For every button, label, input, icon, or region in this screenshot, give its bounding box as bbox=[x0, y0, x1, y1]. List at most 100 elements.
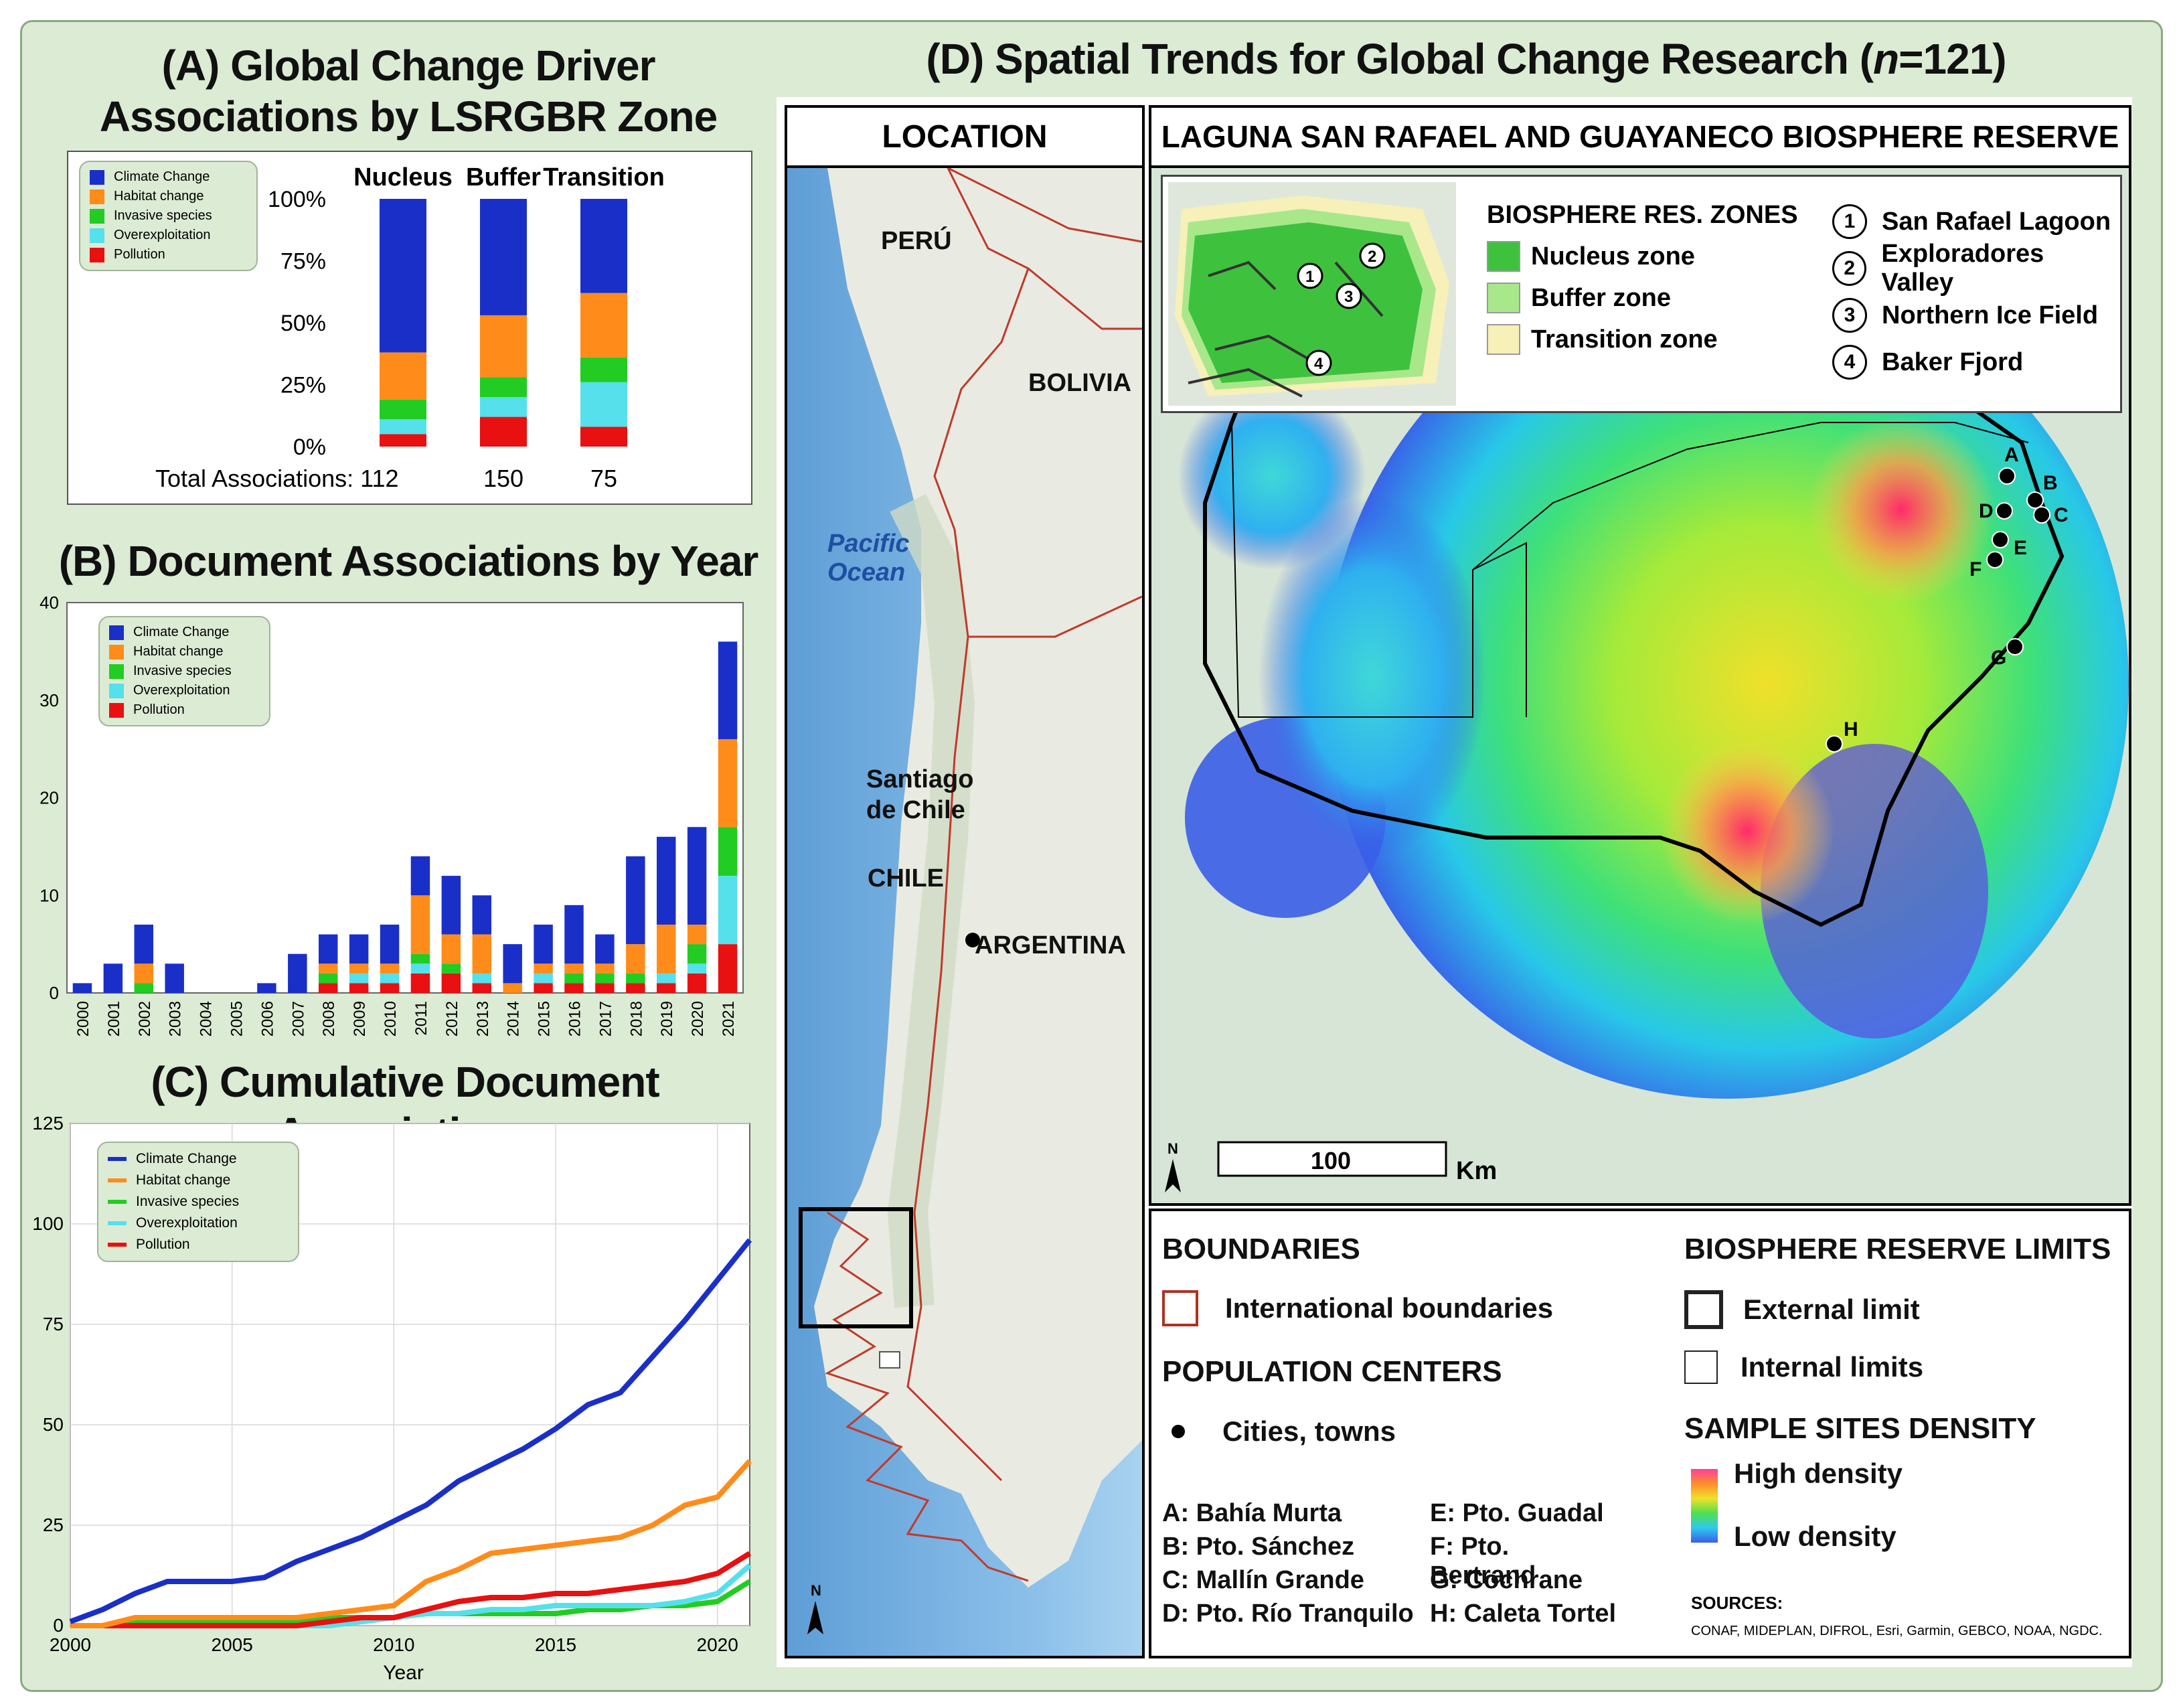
x-tick-label: 2009 bbox=[351, 1001, 369, 1036]
bar-habitat-change bbox=[380, 963, 400, 974]
town-marker-label: G bbox=[1991, 647, 2006, 669]
x-tick-label: 2017 bbox=[596, 1001, 615, 1036]
town-marker-label: C bbox=[2054, 504, 2069, 526]
x-tick-label: 2000 bbox=[50, 1634, 91, 1655]
habitat-line-swatch bbox=[108, 1178, 127, 1182]
x-tick-label: 2013 bbox=[474, 1001, 492, 1036]
town-marker-label: D bbox=[1979, 500, 1994, 522]
legend-row: Habitat change bbox=[109, 642, 260, 662]
legend-label: Overexploitation bbox=[136, 1215, 238, 1231]
internal-limits bbox=[1231, 422, 2029, 718]
town-list-item: G: Cochrane bbox=[1430, 1566, 1583, 1594]
ocean-label-line2: Ocean bbox=[827, 558, 906, 587]
invasive-swatch bbox=[109, 664, 124, 679]
bar-pollution bbox=[480, 416, 527, 447]
legend-row: Habitat change bbox=[90, 187, 247, 206]
bar-habitat-change bbox=[718, 739, 738, 828]
panel-d-title-prefix: (D) Spatial Trends for Global Change Res… bbox=[926, 35, 1874, 83]
legend-label: Pollution bbox=[133, 702, 185, 717]
x-tick-label: 2006 bbox=[258, 1001, 276, 1036]
y-tick-label: 0 bbox=[53, 1615, 64, 1636]
bar-climate-change bbox=[318, 934, 338, 964]
overexploitation-line-swatch bbox=[108, 1221, 127, 1225]
x-tick-label: 2003 bbox=[167, 1001, 185, 1036]
country-label-bolivia: BOLIVIA bbox=[1028, 369, 1132, 397]
x-tick-label: 2020 bbox=[689, 1001, 707, 1036]
town-list-item: C: Mallín Grande bbox=[1162, 1566, 1364, 1594]
town-marker bbox=[1998, 467, 2016, 485]
legend-label: Habitat change bbox=[136, 1172, 231, 1188]
x-tick-label: 2007 bbox=[289, 1001, 307, 1036]
bar-pollution bbox=[410, 973, 430, 993]
bar-climate-change bbox=[656, 836, 676, 925]
town-marker-label: H bbox=[1844, 718, 1858, 741]
site-name: Northern Ice Field bbox=[1882, 301, 2099, 329]
site-list: 1 San Rafael Lagoon 2 Exploradores Valley 3 N… bbox=[1832, 198, 2120, 386]
reserve-map-header: LAGUNA SAN RAFAEL AND GUAYANECO BIOSPHER… bbox=[1151, 108, 2129, 168]
bar-overexploitation bbox=[380, 419, 426, 435]
bar-invasive-species bbox=[718, 827, 738, 876]
bar-pollution bbox=[380, 434, 426, 447]
zones-title: BIOSPHERE RES. ZONES bbox=[1487, 201, 1798, 229]
overexploitation-swatch bbox=[109, 683, 124, 698]
bar-habitat-change bbox=[318, 963, 338, 974]
site-list-item: 3 Northern Ice Field bbox=[1832, 292, 2120, 339]
internal-limits-swatch bbox=[1684, 1350, 1718, 1384]
y-tick-label: 100 bbox=[32, 1213, 64, 1234]
bar-overexploitation bbox=[534, 973, 553, 984]
legend-row: Pollution bbox=[108, 1234, 289, 1255]
climate-swatch bbox=[109, 625, 124, 640]
bar-climate-change bbox=[580, 199, 627, 293]
density-gradient bbox=[1691, 1469, 1718, 1543]
town-list-item: H: Caleta Tortel bbox=[1430, 1600, 1617, 1628]
bar-climate-change bbox=[165, 963, 184, 993]
bar-habitat-change bbox=[503, 983, 522, 993]
bar-pollution bbox=[626, 983, 645, 993]
panel-a-title-line1: (A) Global Change Driver bbox=[161, 42, 656, 90]
population-heading: POPULATION CENTERS bbox=[1162, 1355, 1502, 1388]
bar-climate-change bbox=[134, 924, 154, 964]
y-tick-label: 50 bbox=[43, 1414, 64, 1435]
panel-b-legend: Climate Change Habitat change Invasive s… bbox=[98, 616, 270, 726]
bar-invasive-species bbox=[564, 973, 584, 984]
legend-row: Habitat change bbox=[108, 1170, 289, 1191]
bar-habitat-change bbox=[595, 963, 615, 974]
bar-climate-change bbox=[380, 924, 400, 964]
x-tick-label: 2002 bbox=[136, 1001, 154, 1036]
total-associations-value: 150 bbox=[483, 465, 523, 492]
nucleus-zone-area bbox=[1188, 222, 1423, 383]
bar-habitat-change bbox=[441, 934, 461, 964]
ocean-label-line1: Pacific bbox=[827, 530, 910, 558]
site-marker-2: 2 bbox=[1359, 242, 1386, 269]
town-list-item: D: Pto. Río Tranquilo bbox=[1162, 1600, 1414, 1628]
bar-invasive-species bbox=[687, 944, 707, 964]
ocean-label: Pacific Ocean bbox=[827, 530, 910, 587]
town-marker-label: E bbox=[2014, 537, 2027, 559]
bar-climate-change bbox=[441, 876, 461, 935]
boundaries-heading: BOUNDARIES bbox=[1162, 1233, 1360, 1265]
bar-invasive-species bbox=[441, 963, 461, 974]
legend-label: Habitat change bbox=[114, 189, 204, 204]
legend-row: Invasive species bbox=[108, 1191, 289, 1213]
line-habitat-change bbox=[70, 1459, 752, 1628]
buffer-swatch bbox=[1487, 283, 1520, 313]
bar-habitat-change bbox=[134, 963, 154, 984]
site-name: Exploradores Valley bbox=[1881, 240, 2044, 297]
town-marker-label: B bbox=[2043, 472, 2058, 494]
panel-c-legend: Climate Change Habitat change Invasive s… bbox=[97, 1142, 299, 1262]
bar-overexploitation bbox=[580, 382, 627, 427]
intl-boundary-swatch bbox=[1162, 1290, 1198, 1326]
line-pollution bbox=[70, 1551, 752, 1628]
legend-row: Pollution bbox=[90, 245, 247, 264]
bar-invasive-species bbox=[480, 377, 527, 397]
town-list-item: A: Bahía Murta bbox=[1162, 1499, 1342, 1527]
bar-habitat-change bbox=[472, 934, 492, 974]
zone-buffer-label: Buffer zone bbox=[1531, 283, 1671, 312]
y-tick-label: 75% bbox=[280, 249, 326, 275]
city-dot-icon bbox=[1172, 1425, 1185, 1438]
bar-pollution bbox=[580, 426, 627, 447]
panel-b-title: (B) Document Associations by Year bbox=[58, 537, 759, 585]
site-list-item: 4 Baker Fjord bbox=[1832, 339, 2120, 386]
town-list-item: E: Pto. Guadal bbox=[1430, 1499, 1604, 1527]
town-list-item: B: Pto. Sánchez bbox=[1162, 1533, 1355, 1561]
